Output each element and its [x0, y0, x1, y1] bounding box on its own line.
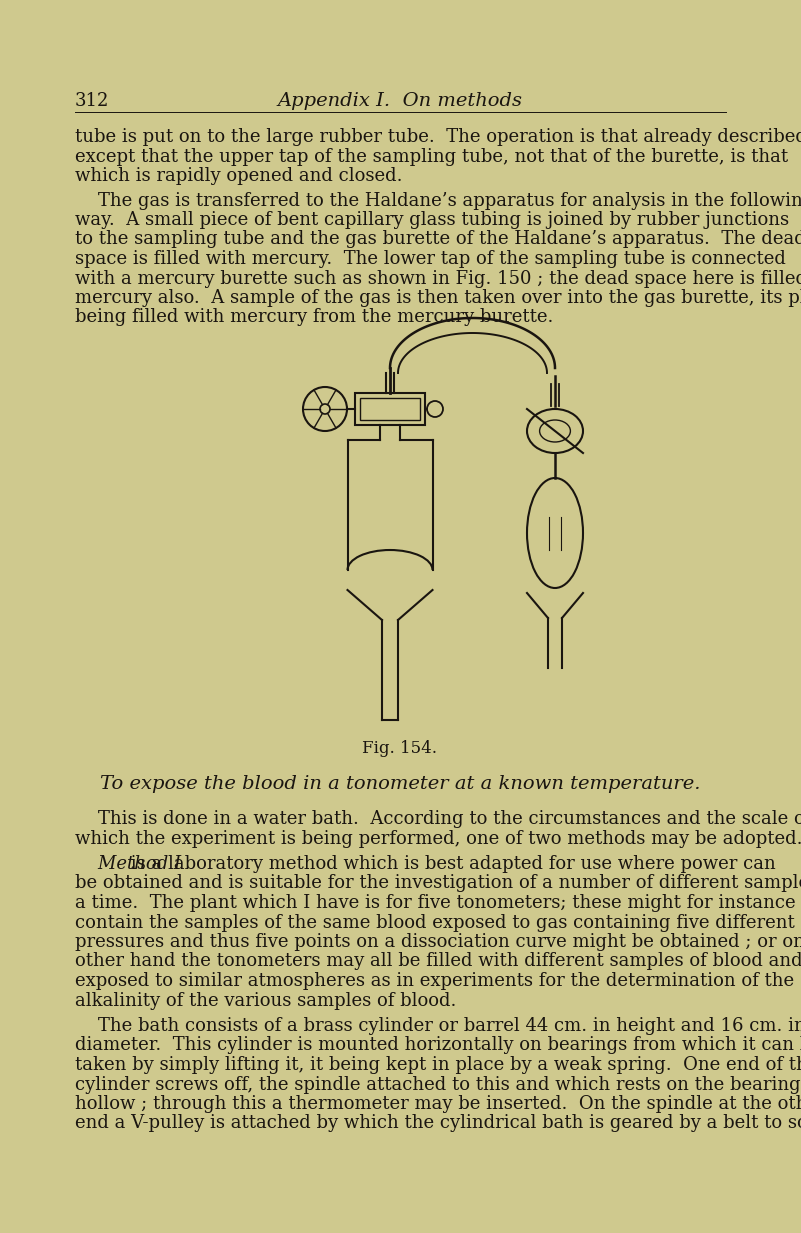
Text: The gas is transferred to the Haldane’s apparatus for analysis in the following: The gas is transferred to the Haldane’s … [75, 191, 801, 210]
Text: diameter.  This cylinder is mounted horizontally on bearings from which it can b: diameter. This cylinder is mounted horiz… [75, 1037, 801, 1054]
Text: hollow ; through this a thermometer may be inserted.  On the spindle at the othe: hollow ; through this a thermometer may … [75, 1095, 801, 1113]
Text: other hand the tonometers may all be filled with different samples of blood and: other hand the tonometers may all be fil… [75, 953, 801, 970]
Text: To expose the blood in a tonometer at a known temperature.: To expose the blood in a tonometer at a … [100, 776, 700, 793]
Text: pressures and thus five points on a dissociation curve might be obtained ; or on: pressures and thus five points on a diss… [75, 933, 801, 951]
Text: This is done in a water bath.  According to the circumstances and the scale on: This is done in a water bath. According … [75, 810, 801, 829]
Text: with a mercury burette such as shown in Fig. 150 ; the dead space here is filled: with a mercury burette such as shown in … [75, 270, 801, 287]
Text: Fig. 154.: Fig. 154. [363, 740, 437, 757]
Text: 312: 312 [75, 92, 110, 110]
Text: which is rapidly opened and closed.: which is rapidly opened and closed. [75, 166, 402, 185]
Text: a time.  The plant which I have is for five tonometers; these might for instance: a time. The plant which I have is for fi… [75, 894, 795, 912]
Text: alkalinity of the various samples of blood.: alkalinity of the various samples of blo… [75, 991, 457, 1010]
Text: exposed to similar atmospheres as in experiments for the determination of the: exposed to similar atmospheres as in exp… [75, 972, 794, 990]
Text: which the experiment is being performed, one of two methods may be adopted.: which the experiment is being performed,… [75, 830, 801, 847]
Text: to the sampling tube and the gas burette of the Haldane’s apparatus.  The dead: to the sampling tube and the gas burette… [75, 231, 801, 249]
Text: is a laboratory method which is best adapted for use where power can: is a laboratory method which is best ada… [125, 854, 775, 873]
Text: The bath consists of a brass cylinder or barrel 44 cm. in height and 16 cm. in: The bath consists of a brass cylinder or… [75, 1017, 801, 1034]
Text: cylinder screws off, the spindle attached to this and which rests on the bearing: cylinder screws off, the spindle attache… [75, 1075, 801, 1094]
Text: except that the upper tap of the sampling tube, not that of the burette, is that: except that the upper tap of the samplin… [75, 148, 788, 165]
Text: mercury also.  A sample of the gas is then taken over into the gas burette, its : mercury also. A sample of the gas is the… [75, 289, 801, 307]
Text: Method I: Method I [75, 854, 181, 873]
Text: being filled with mercury from the mercury burette.: being filled with mercury from the mercu… [75, 308, 553, 327]
Bar [355, 393, 425, 425]
Text: Appendix I.  On methods: Appendix I. On methods [277, 92, 522, 110]
Text: end a V-pulley is attached by which the cylindrical bath is geared by a belt to : end a V-pulley is attached by which the … [75, 1115, 801, 1132]
Bar [360, 398, 420, 420]
Text: contain the samples of the same blood exposed to gas containing five different o: contain the samples of the same blood ex… [75, 914, 801, 931]
Text: tube is put on to the large rubber tube.  The operation is that already describe: tube is put on to the large rubber tube.… [75, 128, 801, 145]
Text: way.  A small piece of bent capillary glass tubing is joined by rubber junctions: way. A small piece of bent capillary gla… [75, 211, 789, 229]
Text: space is filled with mercury.  The lower tap of the sampling tube is connected: space is filled with mercury. The lower … [75, 250, 786, 268]
Text: taken by simply lifting it, it being kept in place by a weak spring.  One end of: taken by simply lifting it, it being kep… [75, 1055, 801, 1074]
Text: be obtained and is suitable for the investigation of a number of different sampl: be obtained and is suitable for the inve… [75, 874, 801, 893]
